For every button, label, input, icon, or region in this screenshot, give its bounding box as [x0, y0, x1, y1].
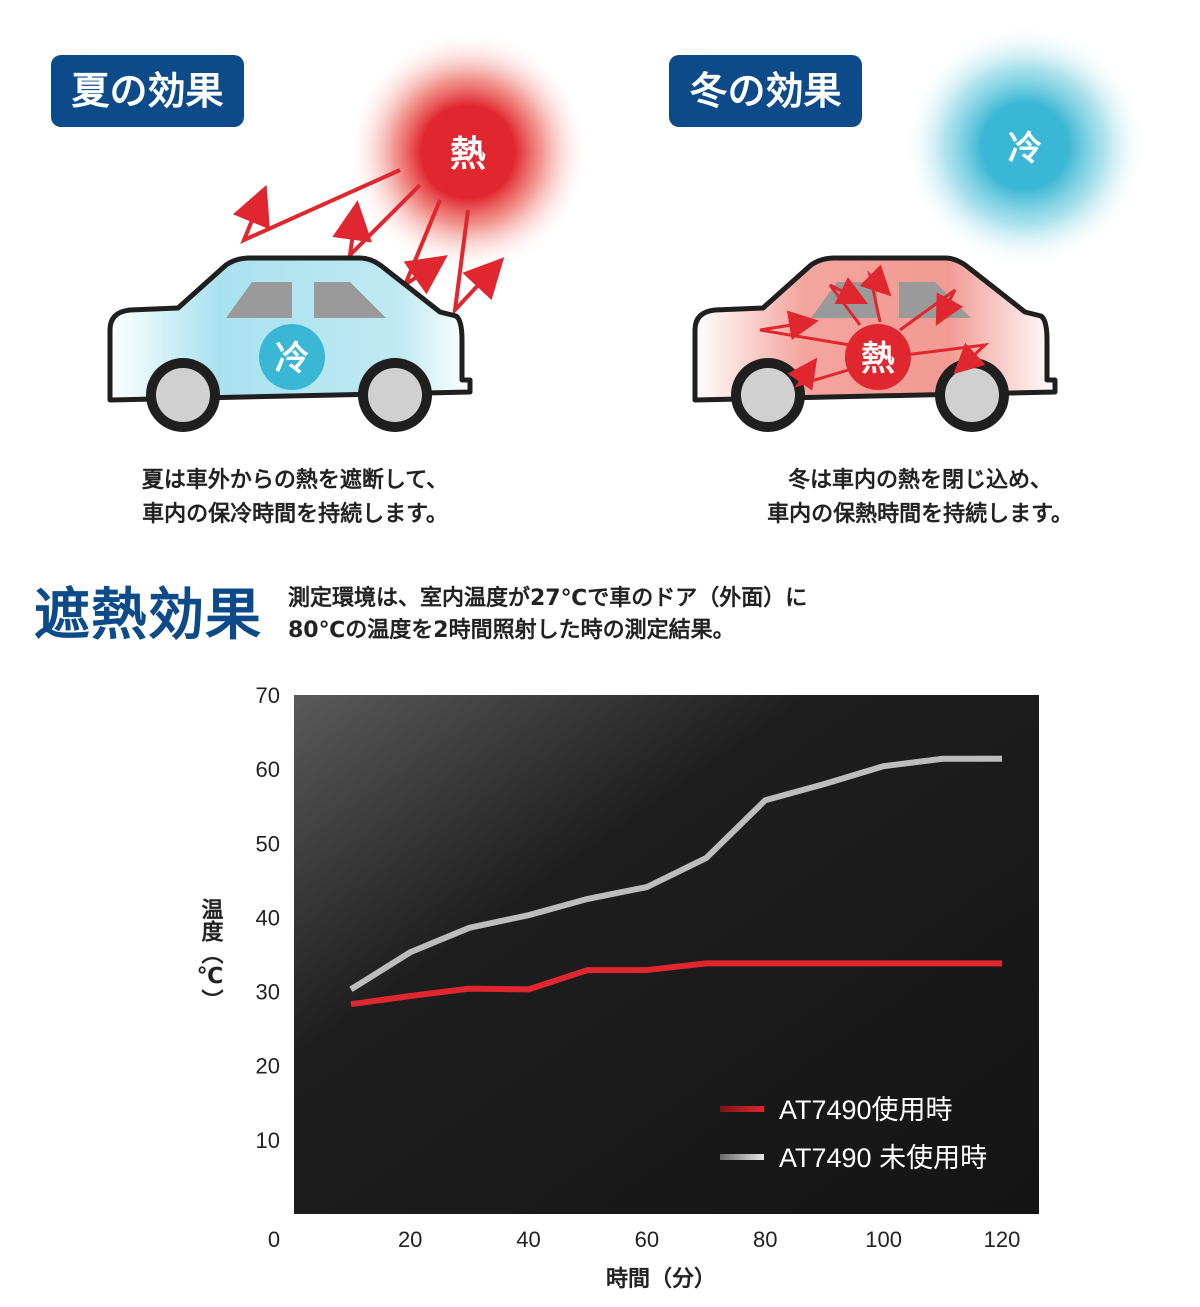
x-axis-title: 時間（分） [606, 1267, 716, 1292]
x-tick-label: 0 [268, 1227, 280, 1252]
summer-effect-badge: 夏の効果 [51, 55, 244, 127]
series-layer [349, 755, 1002, 1008]
summer-heat-label: 熱 [450, 134, 486, 175]
heat-sun [346, 30, 590, 274]
summer-caption-line1: 夏は車外からの熱を遮断して、 [141, 468, 449, 493]
winter-caption-line2: 車内の保熱時間を持続します。 [767, 502, 1073, 527]
x-tick-label: 80 [753, 1227, 777, 1252]
y-tick-label: 30 [256, 980, 280, 1005]
y-tick-label: 20 [256, 1054, 280, 1079]
measurement-description-line2: 80℃の温度を2時間照射した時の測定結果。 [288, 618, 735, 643]
measurement-description-line1: 測定環境は、室内温度が27℃で車のドア（外面）に [288, 586, 808, 611]
series-line-1 [349, 755, 1002, 992]
winter-effect-badge: 冬の効果 [669, 55, 862, 127]
summer-car [107, 255, 473, 432]
winter-cold-label: 冷 [1008, 129, 1042, 169]
legend: AT7490使用時 AT7490 未使用時 [720, 1095, 987, 1173]
plot-area [294, 695, 1039, 1214]
y-axis: 10 20 30 40 50 60 70 [256, 683, 280, 1153]
summer-caption: 夏は車外からの熱を遮断して、 車内の保冷時間を持続します。 [80, 464, 510, 532]
reflected-heat-arrows [232, 168, 505, 316]
series-line-0 [350, 960, 1002, 1008]
x-tick-label: 60 [635, 1227, 659, 1252]
effects-illustration: 熱 冷 冷 熱 [107, 24, 1147, 432]
y-tick-label: 40 [256, 905, 280, 930]
summer-caption-line2: 車内の保冷時間を持続します。 [142, 502, 448, 527]
y-axis-title: 温度（℃） [197, 898, 224, 1011]
y-tick-label: 60 [256, 757, 280, 782]
winter-caption-line1: 冬は車内の熱を閉じ込め、 [787, 468, 1052, 493]
y-tick-label: 50 [256, 831, 280, 856]
x-tick-label: 20 [398, 1227, 422, 1252]
legend-label-without: AT7490 未使用時 [779, 1143, 987, 1173]
x-tick-label: 40 [516, 1227, 540, 1252]
y-tick-label: 10 [256, 1128, 280, 1153]
y-tick-label: 70 [256, 683, 280, 708]
legend-swatch-without [720, 1154, 764, 1160]
trapped-heat-arrows [759, 264, 990, 391]
winter-caption: 冬は車内の熱を閉じ込め、 車内の保熱時間を持続します。 [705, 464, 1135, 532]
x-tick-label: 120 [984, 1227, 1021, 1252]
x-tick-label: 100 [865, 1227, 902, 1252]
winter-heat-label: 熱 [861, 339, 895, 379]
section-title: 遮熱効果 [34, 583, 262, 648]
legend-swatch-with [720, 1106, 764, 1112]
legend-label-with: AT7490使用時 [779, 1095, 953, 1125]
summer-cold-label: 冷 [275, 339, 309, 379]
cold-orb [903, 24, 1147, 268]
x-axis: 0 20 40 60 80 100 120 [268, 1227, 1020, 1252]
